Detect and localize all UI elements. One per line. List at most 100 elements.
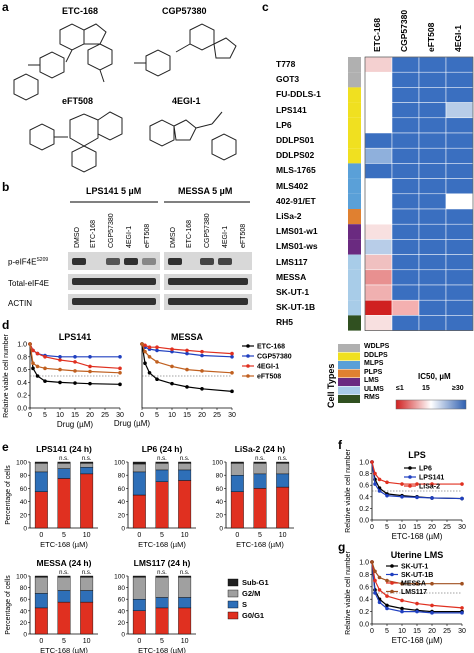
bar-segment — [132, 463, 146, 473]
x-axis-label: ETC-168 (µM) — [40, 540, 88, 549]
bar-segment — [132, 471, 146, 496]
y-tick-label: 0 — [121, 526, 125, 533]
data-point — [143, 361, 147, 366]
x-tick-label: 10 — [181, 638, 189, 645]
y-tick-label: 0.4 — [17, 380, 27, 387]
x-axis-label: ETC-168 (µM) — [392, 636, 443, 645]
bar-segment — [34, 607, 48, 635]
legend-marker — [408, 484, 412, 488]
data-point — [43, 366, 47, 371]
data-point — [35, 374, 40, 378]
bar-segment — [230, 475, 244, 492]
data-point — [58, 358, 62, 362]
cell-type-bar — [348, 193, 361, 209]
y-tick-label: 40 — [20, 499, 28, 506]
data-point — [415, 581, 419, 586]
significance-label: n.s. — [59, 570, 69, 576]
structure-label-cgp57380: CGP57380 — [162, 6, 207, 16]
significance-label: n.s. — [180, 570, 190, 576]
significance-label: n.s. — [180, 456, 190, 462]
data-point — [170, 381, 174, 386]
chart-title: LP6 (24 h) — [142, 444, 183, 454]
bar-segment — [178, 576, 192, 598]
data-point — [230, 389, 234, 394]
y-tick-label: 0 — [219, 526, 223, 533]
bar-segment — [57, 576, 71, 591]
series-line — [29, 343, 121, 385]
significance-label: n.s. — [82, 456, 92, 462]
cell-type-legend-label: ULMS — [364, 385, 384, 393]
cell-type-bar — [348, 117, 361, 133]
legend-label: LMS117 — [401, 589, 427, 596]
y-axis-label: Percentage of cells — [5, 575, 12, 635]
bar-segment — [230, 461, 244, 464]
x-tick-label: 10 — [181, 532, 189, 539]
cell-cycle-swatch — [227, 600, 239, 609]
x-tick-label: 25 — [443, 628, 451, 635]
bar-segment — [155, 576, 169, 598]
x-tick-label: 5 — [43, 412, 47, 419]
heatmap-row-label: 402-91/ET — [276, 195, 316, 206]
data-point — [35, 351, 40, 356]
data-point — [415, 601, 419, 606]
x-tick-label: 30 — [458, 524, 466, 531]
blot-group2-label: MESSA 5 µM — [178, 186, 233, 196]
cell-type-bar — [348, 72, 361, 88]
legend-label: eFT508 — [257, 374, 281, 381]
x-tick-label: 25 — [213, 412, 221, 419]
data-point — [230, 355, 234, 359]
cell-type-bar — [348, 300, 361, 316]
x-tick-label: 30 — [116, 412, 124, 419]
bar-segment — [80, 590, 94, 603]
data-point — [430, 603, 434, 608]
data-point — [31, 366, 35, 371]
x-tick-label: 20 — [428, 628, 436, 635]
data-point — [147, 355, 152, 359]
y-tick-label: 100 — [114, 460, 125, 467]
bar-segment — [57, 590, 71, 603]
data-point — [460, 611, 464, 615]
legend-marker — [390, 581, 394, 585]
cell-type-bar — [348, 102, 361, 118]
y-tick-label: 80 — [20, 585, 28, 592]
heatmap-row-label: FU-DDLS-1 — [276, 89, 321, 100]
legend-marker — [246, 364, 250, 368]
cell-type-swatch — [338, 352, 360, 361]
heatmap-row-label: LMS01-w1 — [276, 226, 318, 237]
chart-title: LPS141 (24 h) — [36, 444, 92, 454]
x-tick-label: 0 — [39, 532, 43, 539]
line-chart: 0 5 10 15 20 25 30 0.0 0.2 0.4 0.6 0.8 1.0 Uterine LM… — [345, 550, 466, 645]
y-tick-label: 0 — [23, 632, 27, 639]
y-tick-label: 0.8 — [359, 471, 369, 478]
x-tick-label: 10 — [398, 524, 406, 531]
data-point — [185, 351, 189, 356]
ic50-scale-bar — [395, 399, 467, 410]
cell-type-bar — [348, 224, 361, 240]
bar-segment — [178, 597, 192, 609]
bar-segment — [80, 576, 94, 591]
blot-row-label-p-eif4e: p-eIF4ES209 — [8, 257, 49, 267]
legend-marker — [246, 374, 250, 378]
ic50-scale-tick: 15 — [422, 385, 430, 392]
chart-title: LiSa-2 (24 h) — [235, 444, 286, 454]
x-tick-label: 5 — [160, 532, 164, 539]
cell-cycle-legend-label: G2/M — [242, 589, 260, 598]
y-axis-label: Relative viable cell number — [345, 551, 352, 635]
y-tick-label: 20 — [118, 620, 126, 627]
stacked-bar-chart: 0 20 40 60 80 100 0 5 n.s. 10 n.s. LP6 (24 h) ETC-16… — [114, 444, 196, 549]
data-point — [185, 348, 189, 353]
y-tick-label: 80 — [118, 585, 126, 592]
bar-segment — [80, 575, 94, 578]
panel-letter-b: b — [2, 180, 10, 194]
x-tick-label: 0 — [28, 412, 32, 419]
bar-segment — [34, 463, 48, 473]
cell-type-legend-label: LMS — [364, 377, 379, 384]
y-tick-label: 20 — [20, 620, 28, 627]
data-point — [31, 361, 35, 366]
bar-segment — [276, 463, 290, 475]
cell-type-bar — [348, 315, 361, 331]
y-tick-label: 0 — [23, 526, 27, 533]
data-point — [377, 489, 382, 493]
significance-label: n.s. — [157, 456, 167, 462]
